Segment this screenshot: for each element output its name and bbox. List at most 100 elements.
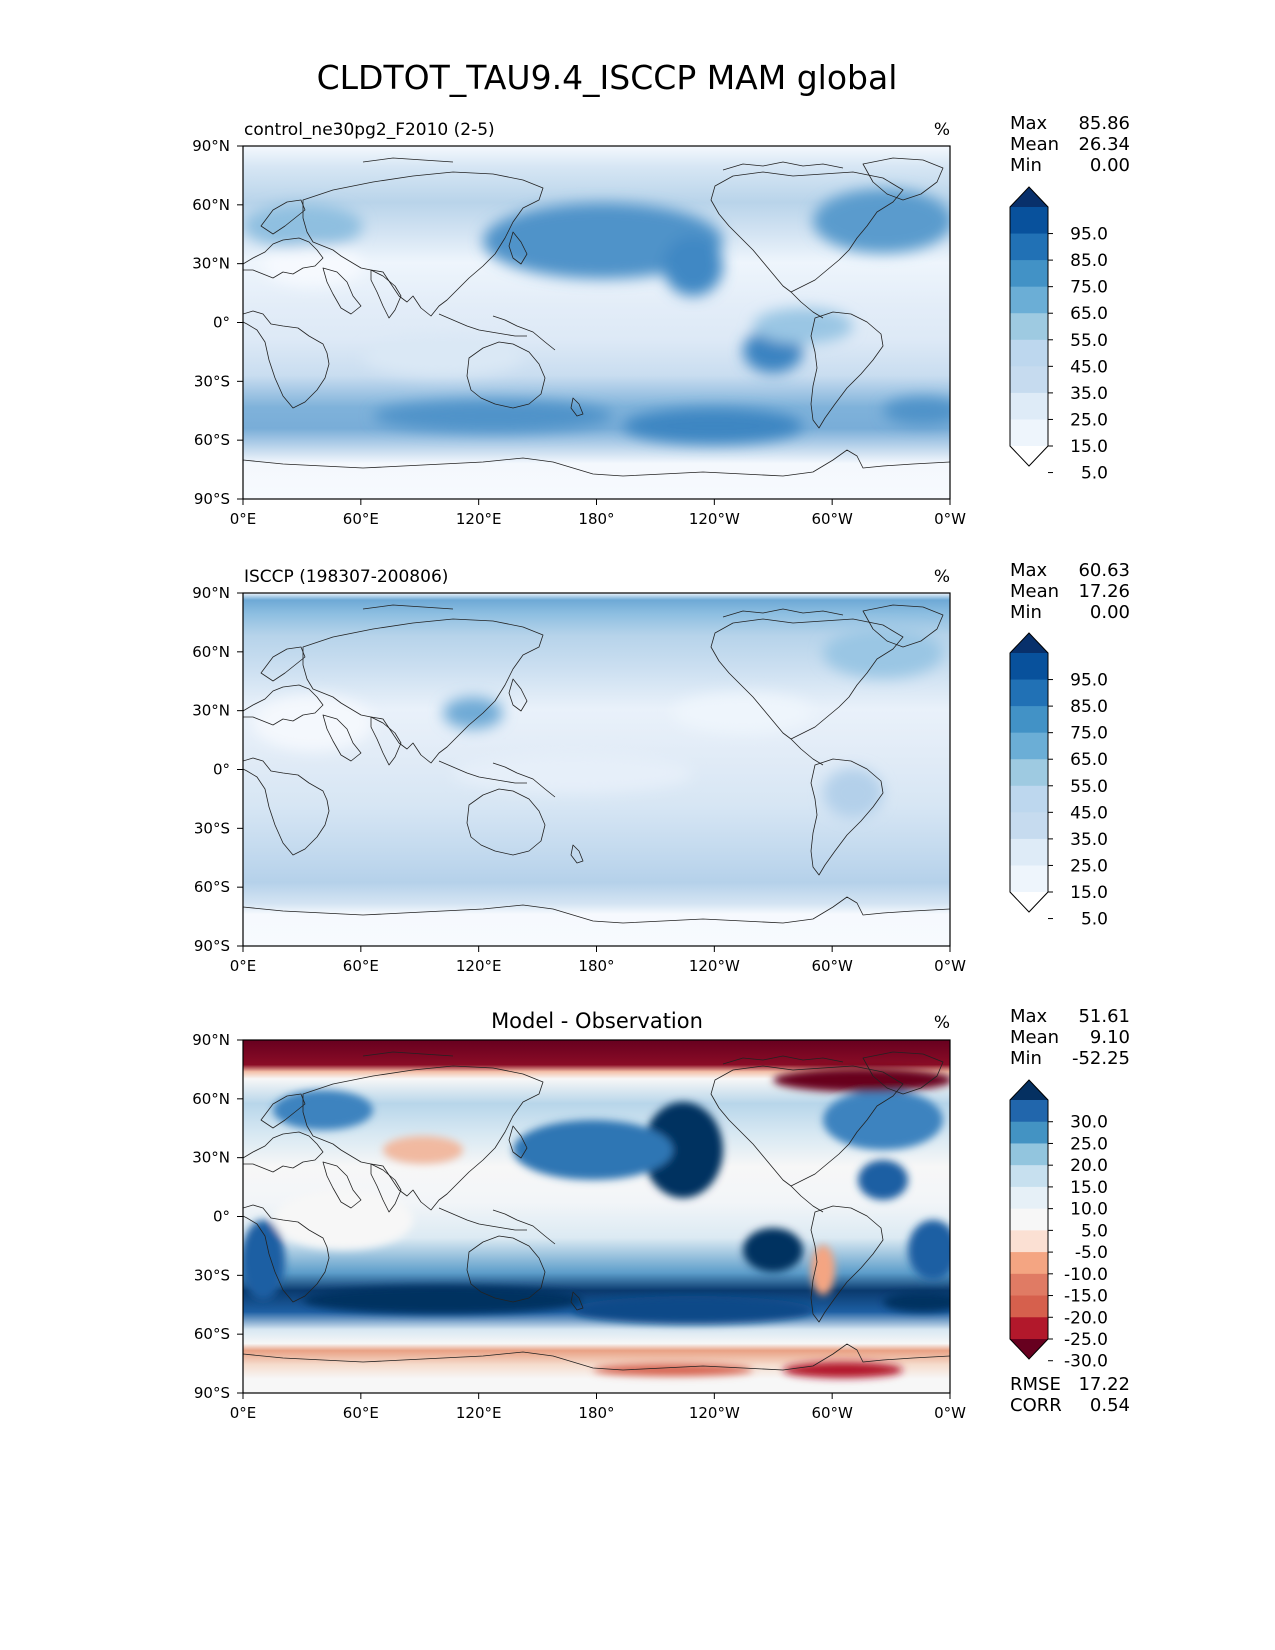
x-tick-label: 0°W [934, 510, 966, 528]
colorbar-label: 95.0 [1070, 225, 1108, 245]
figure-title: CLDTOT_TAU9.4_ISCCP MAM global [317, 58, 898, 97]
colorbar-label: 75.0 [1070, 724, 1108, 744]
stat-value: 17.22 [1078, 1374, 1130, 1395]
colorbar-swatch [1010, 812, 1048, 840]
stat-label: Min [1010, 155, 1042, 176]
colorbar-extend-min [1010, 1339, 1048, 1359]
x-tick-label: 60°W [811, 510, 853, 528]
stat-label: Mean [1010, 581, 1059, 602]
map-field-features [243, 1068, 950, 1378]
x-axis: 0°E 60°E 120°E 180° 120°W 60°W 0°W [230, 1393, 966, 1422]
colorbar-swatch [1010, 1317, 1048, 1340]
colorbar-swatch [1010, 732, 1048, 760]
stat-label: Min [1010, 1048, 1042, 1069]
y-tick-label: 90°N [192, 1031, 230, 1049]
colorbar-swatch [1010, 706, 1048, 734]
colorbar-label: -30.0 [1064, 1352, 1108, 1372]
y-axis: 90°N 60°N 30°N 0° 30°S 60°S 90°S [192, 137, 243, 508]
x-tick-label: 0°W [934, 957, 966, 975]
panel-units: % [934, 567, 950, 587]
colorbar-swatch [1010, 653, 1048, 681]
y-tick-label: 90°N [192, 137, 230, 155]
stat-label: Mean [1010, 1027, 1059, 1048]
colorbar-swatch [1010, 1186, 1048, 1210]
colorbar-label: 65.0 [1070, 304, 1108, 324]
stat-value: 26.34 [1078, 134, 1130, 155]
colorbar-extend-min [1010, 446, 1048, 466]
stat-value: 51.61 [1078, 1006, 1130, 1027]
colorbar-label: 45.0 [1070, 803, 1108, 823]
y-tick-label: 30°S [194, 1266, 230, 1284]
y-tick-label: 90°S [194, 1384, 230, 1402]
x-axis: 0°E 60°E 120°E 180° 120°W 60°W 0°W [230, 499, 966, 528]
x-tick-label: 0°E [230, 957, 257, 975]
panel-center-title: Model - Observation [491, 1009, 703, 1033]
y-axis: 90°N 60°N 30°N 0° 30°S 60°S 90°S [192, 1031, 243, 1402]
colorbar-extend-max [1010, 1080, 1048, 1100]
colorbar-swatch [1010, 1143, 1048, 1166]
panel-reference: ISCCP (198307-200806) % 0°E 60°E 120°E 180°… [192, 560, 1130, 975]
y-axis: 90°N 60°N 30°N 0° 30°S 60°S 90°S [192, 584, 243, 955]
stat-value: 0.54 [1090, 1395, 1130, 1416]
colorbar-label: 55.0 [1070, 331, 1108, 351]
x-tick-label: 180° [578, 510, 614, 528]
colorbar-swatch [1010, 286, 1048, 314]
stats-block: Max 60.63 Mean 17.26 Min 0.00 [1010, 560, 1130, 623]
colorbar-label: 25.0 [1070, 410, 1108, 430]
y-tick-label: 60°N [192, 1090, 230, 1108]
colorbar-label: 25.0 [1070, 1134, 1108, 1154]
x-tick-label: 60°E [343, 510, 379, 528]
panel-difference: Model - Observation % [192, 1006, 1130, 1422]
stat-label: Max [1010, 560, 1048, 581]
colorbar: 95.0 85.0 75.0 65.0 55.0 45.0 35.0 25.0 15.0 5.0 [1009, 632, 1108, 930]
x-tick-label: 180° [578, 957, 614, 975]
colorbar-swatch [1010, 1252, 1048, 1275]
colorbar-label: -5.0 [1075, 1243, 1108, 1263]
colorbar-extend-max [1010, 187, 1048, 207]
colorbar-swatch [1010, 392, 1048, 420]
colorbar-swatch [1010, 260, 1048, 288]
colorbar-extend-max [1010, 633, 1048, 653]
colorbar-swatch [1010, 1295, 1048, 1318]
map-test: 0°E 60°E 120°E 180° 120°W 60°W 0°W 90°N 60°N 30°… [192, 137, 966, 528]
colorbar: 30.025.020.015.010.05.0-5.0-10.0-15.0-20… [1009, 1079, 1108, 1372]
colorbar-label: 5.0 [1081, 1221, 1108, 1241]
colorbar-label: 85.0 [1070, 697, 1108, 717]
colorbar-label: 20.0 [1070, 1156, 1108, 1176]
x-tick-label: 0°E [230, 510, 257, 528]
y-tick-label: 90°N [192, 584, 230, 602]
x-tick-label: 180° [578, 1404, 614, 1422]
colorbar-label: 5.0 [1081, 464, 1108, 484]
x-tick-label: 60°E [343, 1404, 379, 1422]
colorbar-swatch [1010, 785, 1048, 813]
x-tick-label: 120°E [456, 1404, 502, 1422]
colorbar-label: 5.0 [1081, 910, 1108, 930]
y-tick-label: 30°S [194, 819, 230, 837]
stat-value: 0.00 [1090, 602, 1130, 623]
colorbar-swatch [1010, 207, 1048, 235]
colorbar-label: 35.0 [1070, 384, 1108, 404]
panel-units: % [934, 1013, 950, 1033]
y-tick-label: 90°S [194, 937, 230, 955]
stat-value: -52.25 [1072, 1048, 1130, 1069]
colorbar-swatch [1010, 233, 1048, 261]
colorbar-label: 25.0 [1070, 856, 1108, 876]
colorbar-label: 30.0 [1070, 1113, 1108, 1133]
stat-label: RMSE [1010, 1374, 1061, 1395]
panel-left-title: control_ne30pg2_F2010 (2-5) [244, 120, 495, 140]
colorbar-label: -10.0 [1064, 1265, 1108, 1285]
x-tick-label: 120°E [456, 957, 502, 975]
y-tick-label: 0° [213, 314, 230, 332]
x-tick-label: 120°W [689, 1404, 740, 1422]
colorbar-label: 85.0 [1070, 251, 1108, 271]
y-tick-label: 0° [213, 1208, 230, 1226]
colorbar-swatch [1010, 1230, 1048, 1253]
colorbar-label: 55.0 [1070, 777, 1108, 797]
y-tick-label: 30°N [192, 702, 230, 720]
y-tick-label: 60°S [194, 1325, 230, 1343]
colorbar-swatch [1010, 1121, 1048, 1144]
colorbar-swatch [1010, 366, 1048, 394]
stat-label: Mean [1010, 134, 1059, 155]
colorbar: 95.0 85.0 75.0 65.0 55.0 45.0 35.0 25.0 15.0 5.0 [1009, 186, 1108, 484]
